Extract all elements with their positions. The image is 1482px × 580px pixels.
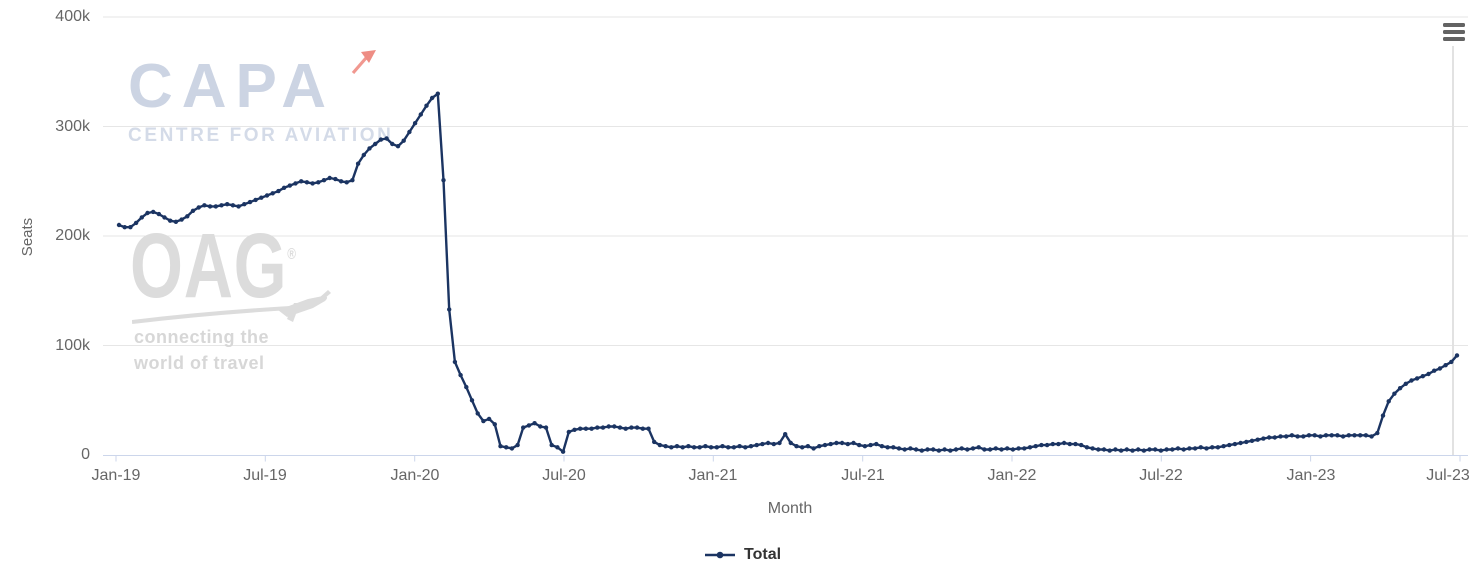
hamburger-menu-button[interactable]	[1441, 21, 1471, 49]
x-axis-label: Jan-23	[1286, 467, 1336, 484]
y-axis-label: 0	[81, 446, 90, 463]
x-axis-label: Jan-22	[987, 467, 1037, 484]
oag-subtitle-line2: world of travel	[134, 353, 265, 374]
legend-marker-icon	[705, 551, 735, 559]
y-axis-label: 100k	[55, 337, 90, 354]
oag-subtitle-line1: connecting the	[134, 327, 270, 347]
y-axis-label: 200k	[55, 227, 90, 244]
oag-subtitle: connecting the world of travel	[134, 324, 269, 376]
x-axis-label: Jan-20	[390, 467, 440, 484]
x-axis-title: Month	[767, 500, 813, 517]
x-axis-label: Jan-19	[91, 467, 141, 484]
capa-arrow-icon	[351, 50, 376, 75]
y-axis-label: 300k	[55, 118, 90, 135]
y-axis-label: 400k	[55, 8, 90, 25]
x-axis-label: Jul-21	[841, 467, 885, 484]
x-axis-label: Jul-20	[542, 467, 586, 484]
x-axis-label: Jul-23	[1426, 467, 1470, 484]
x-axis-label: Jul-19	[243, 467, 287, 484]
capa-logo-text: CAPA	[128, 52, 336, 121]
legend-label: Total	[744, 546, 782, 563]
oag-registered-mark: ®	[287, 246, 297, 263]
x-axis-label: Jul-22	[1139, 467, 1183, 484]
legend-item-total[interactable]: Total	[704, 546, 781, 564]
x-axis-label: Jan-21	[688, 467, 738, 484]
capa-subtitle: CENTRE FOR AVIATION	[128, 125, 394, 146]
oag-watermark: OAG® connecting the world of travel	[130, 220, 354, 373]
capa-watermark: CAPA CENTRE FOR AVIATION	[128, 50, 394, 147]
hamburger-icon	[1443, 23, 1465, 27]
